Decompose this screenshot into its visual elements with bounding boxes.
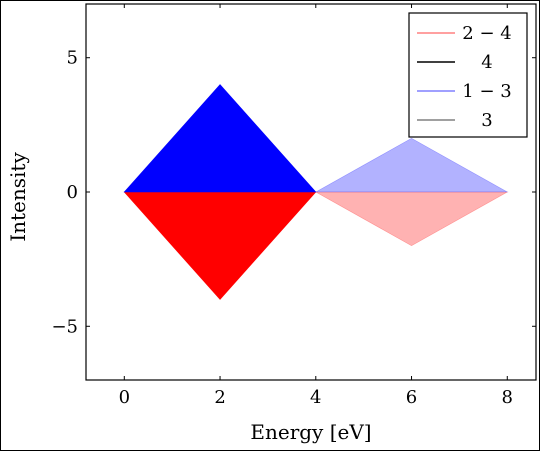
- legend-label: 1 − 3: [462, 81, 511, 102]
- plot-layer: [123, 84, 509, 300]
- legend-label: 3: [481, 110, 492, 131]
- series-area-3: [314, 191, 509, 247]
- legend-label: 4: [481, 52, 492, 73]
- x-tick-label: 6: [406, 387, 417, 408]
- y-tick-label: −5: [51, 316, 78, 337]
- ticks-layer: 0 2 4 6 8 −5 0 5: [51, 4, 536, 408]
- legend-label: 2 − 4: [462, 23, 511, 44]
- series-area-4: [314, 137, 509, 193]
- x-axis-label: Energy [eV]: [250, 420, 371, 444]
- y-axis-label: Intensity: [6, 152, 30, 242]
- x-tick-label: 8: [502, 387, 513, 408]
- x-tick-label: 0: [119, 387, 130, 408]
- y-tick-label: 0: [67, 182, 78, 203]
- y-tick-label: 5: [67, 48, 78, 69]
- legend: 2 − 4 4 1 − 3 3: [408, 12, 528, 138]
- x-tick-label: 4: [310, 387, 321, 408]
- series-area-2: [123, 84, 317, 193]
- series-area-1: [123, 191, 317, 300]
- x-tick-label: 2: [214, 387, 225, 408]
